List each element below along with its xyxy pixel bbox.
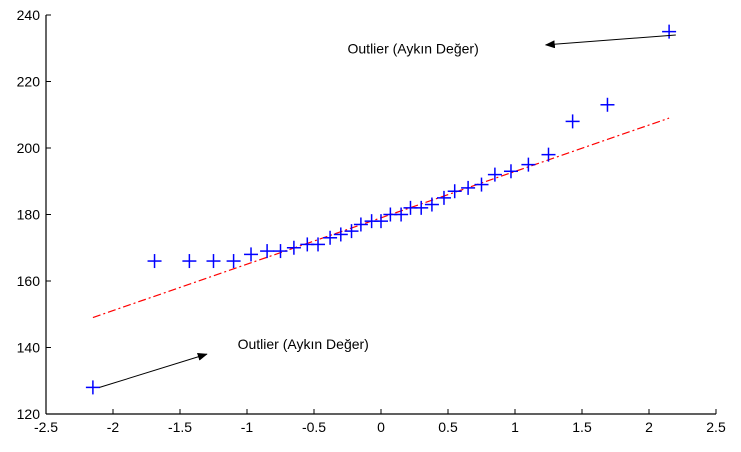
data-point [447, 184, 462, 199]
data-point [541, 147, 556, 162]
data-point [353, 217, 368, 232]
x-tick-label: 2 [645, 419, 653, 435]
axes: -2.5 -2 -1.5 -1 -0.5 0 0.5 1 1.5 2 2.5 120 140 160 180… [17, 7, 726, 435]
y-tick-label: 200 [17, 140, 41, 156]
annotation-arrow [99, 352, 208, 388]
data-point [85, 380, 100, 395]
y-tick-label: 240 [17, 7, 41, 23]
marks [85, 24, 677, 395]
x-tick-label: -2.5 [34, 419, 58, 435]
x-tick-label: 1 [511, 419, 519, 435]
data-point [374, 214, 388, 229]
data-point [147, 254, 162, 269]
data-point [474, 177, 489, 192]
data-point [273, 244, 288, 259]
data-point [436, 190, 451, 205]
y-tick-label: 160 [17, 273, 41, 289]
data-point [311, 237, 326, 252]
data-point [286, 240, 301, 255]
data-point [565, 114, 580, 129]
x-tick-label: 2.5 [706, 419, 726, 435]
outlier-label: Outlier (Aykın Değer) [238, 336, 369, 352]
data-point [394, 207, 409, 222]
data-point [521, 157, 536, 172]
x-tick-label: 0 [377, 419, 385, 435]
annotation-arrow [544, 34, 676, 49]
x-tick-label: -0.5 [302, 419, 326, 435]
data-point [600, 97, 615, 112]
x-tick-label: 0.5 [438, 419, 458, 435]
data-point [662, 24, 677, 39]
data-point [424, 197, 439, 212]
data-point [344, 224, 359, 239]
y-tick-label: 220 [17, 74, 41, 90]
data-point [206, 254, 221, 269]
data-point [182, 254, 197, 269]
y-tick-label: 140 [17, 340, 41, 356]
data-point [226, 254, 241, 269]
annotations: Outlier (Aykın Değer) Outlier (Aykın Değe… [99, 34, 676, 388]
x-tick-label: -1 [241, 419, 254, 435]
data-point [333, 227, 348, 242]
data-point [487, 167, 502, 182]
data-point [503, 164, 518, 179]
data-point [323, 230, 338, 245]
data-point [244, 247, 259, 262]
data-point [461, 180, 476, 195]
outlier-label: Outlier (Aykın Değer) [348, 40, 479, 56]
data-point [260, 244, 275, 259]
y-tick-label: 180 [17, 207, 41, 223]
x-tick-label: 1.5 [572, 419, 592, 435]
y-tick-label: 120 [17, 406, 41, 422]
x-tick-label: -2 [107, 419, 120, 435]
x-tick-label: -1.5 [168, 419, 192, 435]
data-point [414, 200, 429, 215]
